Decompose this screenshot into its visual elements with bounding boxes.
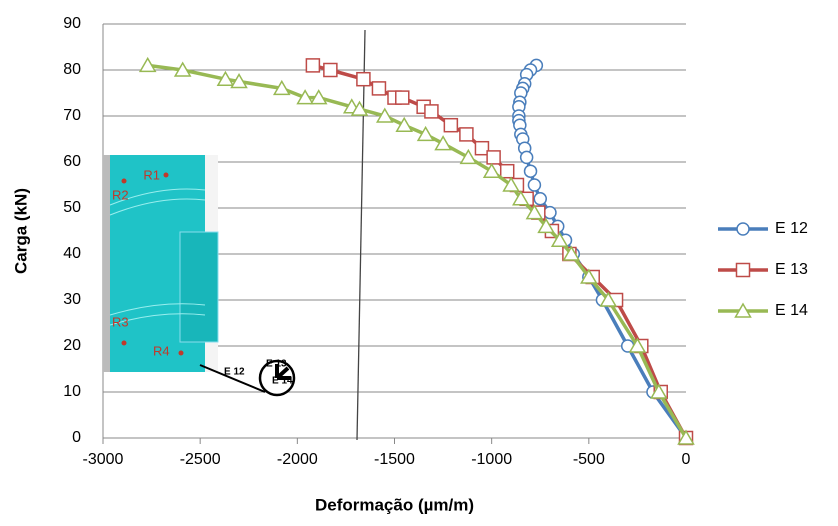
y-tick-label: 40: [63, 245, 81, 262]
marker: [397, 118, 412, 131]
marker: [487, 151, 500, 164]
y-tick-label: 0: [72, 429, 81, 446]
marker: [528, 179, 540, 191]
marker: [425, 105, 438, 118]
inset-edge: [103, 155, 110, 372]
marker: [534, 193, 546, 205]
series-line: [148, 65, 686, 438]
legend-label: E 14: [775, 302, 808, 319]
series-line: [519, 65, 686, 438]
gauge-label: E 13: [266, 359, 287, 370]
marker: [544, 207, 556, 219]
marker: [501, 165, 514, 178]
x-axis-title: Deformação (µm/m): [315, 495, 474, 514]
marker: [525, 165, 537, 177]
series-line: [313, 65, 686, 438]
point-label: R4: [153, 343, 170, 358]
y-tick-label: 30: [63, 291, 81, 308]
x-tick-label: -2500: [180, 451, 221, 468]
y-tick-label: 80: [63, 61, 81, 78]
inset-plate: [180, 232, 218, 342]
y-tick-label: 50: [63, 199, 81, 216]
point-label: R3: [112, 314, 129, 329]
x-tick-label: -3000: [83, 451, 124, 468]
x-tick-label: 0: [682, 451, 691, 468]
marker: [357, 73, 370, 86]
marker: [460, 128, 473, 141]
marker: [444, 119, 457, 132]
marker: [461, 150, 476, 163]
marker: [306, 59, 319, 72]
chart: 0 10 20 30 40 50 60 70 80 90 -3000 -2500 -2000 -1500 -…: [0, 0, 838, 521]
legend-label: E 13: [775, 261, 808, 278]
legend-label: E 12: [775, 220, 808, 237]
marker: [436, 137, 451, 150]
point-dot: [164, 173, 169, 178]
marker: [521, 151, 533, 163]
reference-line: [357, 30, 365, 440]
y-tick-label: 90: [63, 15, 81, 32]
gauge-label: E 12: [224, 367, 245, 378]
point-dot: [179, 351, 184, 356]
marker: [372, 82, 385, 95]
y-axis-title: Carga (kN): [11, 188, 30, 274]
point-label: R2: [112, 187, 129, 202]
y-tick-label: 10: [63, 383, 81, 400]
point-dot: [122, 179, 127, 184]
legend-marker: [737, 264, 750, 277]
legend-marker: [737, 223, 749, 235]
y-tick-label: 70: [63, 107, 81, 124]
marker: [396, 91, 409, 104]
x-tick-label: -2000: [277, 451, 318, 468]
gauge-label: E 14: [272, 376, 293, 387]
y-tick-label: 60: [63, 153, 81, 170]
x-tick-label: -500: [573, 451, 605, 468]
y-tick-label: 20: [63, 337, 81, 354]
point-label: R1: [143, 167, 160, 182]
point-dot: [122, 341, 127, 346]
x-tick-label: -1000: [471, 451, 512, 468]
marker: [324, 64, 337, 77]
x-tick-label: -1500: [374, 451, 415, 468]
